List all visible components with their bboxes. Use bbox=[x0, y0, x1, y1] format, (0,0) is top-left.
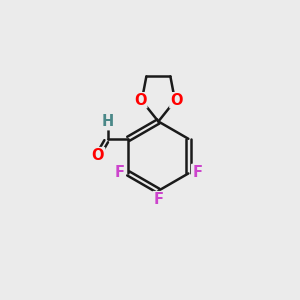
Text: H: H bbox=[101, 114, 114, 129]
Text: F: F bbox=[192, 165, 202, 180]
Text: F: F bbox=[115, 165, 124, 180]
Text: O: O bbox=[170, 93, 182, 108]
Text: F: F bbox=[153, 192, 164, 207]
Text: O: O bbox=[92, 148, 104, 163]
Text: O: O bbox=[134, 93, 147, 108]
